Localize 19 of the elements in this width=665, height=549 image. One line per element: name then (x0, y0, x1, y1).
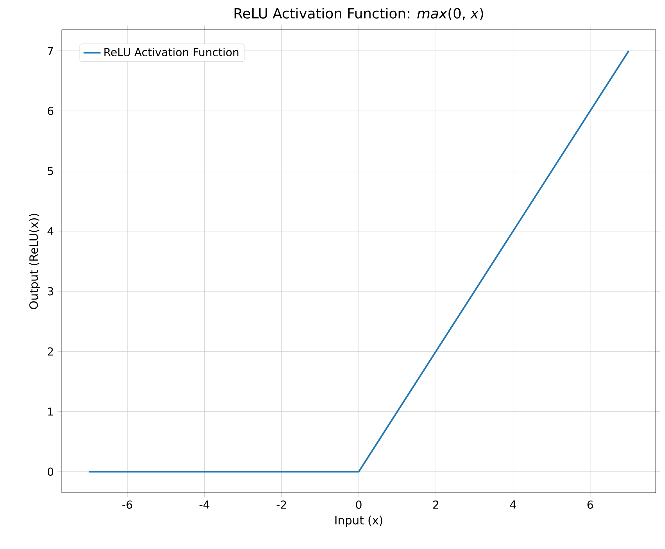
y-tick-label: 1 (48, 408, 54, 416)
y-tick-label: 7 (48, 47, 54, 56)
x-tick-label: 6 (588, 500, 594, 510)
y-tick-label: 3 (48, 287, 54, 296)
legend-label: ReLU Activation Function (104, 48, 239, 57)
y-tick-label: 5 (48, 167, 54, 176)
y-tick-label: 4 (48, 227, 54, 236)
y-tick-label: 6 (48, 107, 54, 116)
y-tick-label: 0 (48, 468, 54, 476)
x-tick-label: 4 (510, 500, 516, 509)
x-tick-label: -4 (200, 500, 210, 509)
x-axis-title: Input (x) (336, 516, 383, 527)
y-axis-title: Output (ReLU(x)) (29, 214, 40, 310)
y-tick-label: 2 (48, 348, 54, 356)
x-tick-label: -6 (122, 500, 132, 510)
chart-title: ReLU Activation Function: max(0, x) (234, 8, 484, 20)
x-tick-label: 0 (356, 500, 362, 510)
x-tick-label: -2 (276, 500, 286, 509)
x-tick-label: 2 (433, 500, 439, 509)
